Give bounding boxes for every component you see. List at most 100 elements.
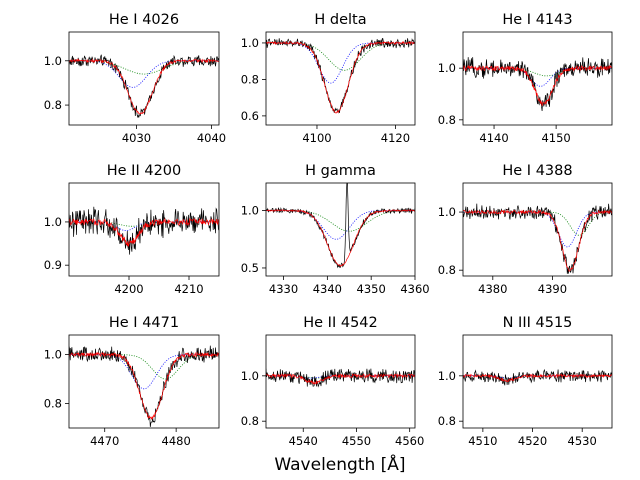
panel-title: He II 4542 xyxy=(303,315,378,331)
plot-frame xyxy=(265,334,416,429)
y-tick-label: 0.8 xyxy=(44,98,62,112)
x-tick-label: 4210 xyxy=(174,282,203,296)
model-spectrum-line xyxy=(69,58,219,115)
y-tick-label: 1.0 xyxy=(438,205,456,219)
plot-frame xyxy=(265,31,416,126)
observed-spectrum-line xyxy=(266,183,415,269)
panel-1: H delta 4100 4120 0.6 0.8 1.0 xyxy=(241,12,416,145)
x-tick-label: 4340 xyxy=(313,282,342,296)
y-tick-label: 1.0 xyxy=(44,215,62,229)
component-1-line xyxy=(69,60,219,88)
component-1-line xyxy=(69,354,219,390)
x-tick-label: 4030 xyxy=(122,131,151,145)
x-tick-label: 4140 xyxy=(479,131,508,145)
panel-title: He I 4388 xyxy=(502,163,572,179)
y-tick-label: 1.0 xyxy=(241,36,259,50)
component-1-line xyxy=(266,210,415,240)
model-spectrum-line xyxy=(69,351,219,421)
x-tick-label: 4150 xyxy=(541,131,570,145)
spectra xyxy=(69,54,219,119)
x-tick-label: 4520 xyxy=(518,434,547,448)
y-tick-label: 0.9 xyxy=(44,258,62,272)
panel-title: H gamma xyxy=(305,163,376,179)
y-tick-label: 1.0 xyxy=(438,61,456,75)
panel-title: H delta xyxy=(314,12,366,28)
component-2-line xyxy=(463,211,612,236)
spectra xyxy=(266,38,415,114)
y-tick-label: 0.8 xyxy=(241,414,259,428)
x-tick-label: 4530 xyxy=(568,434,597,448)
panel-4: H gamma 4330 4340 4350 4360 0.5 1.0 xyxy=(241,163,430,296)
spectra xyxy=(266,183,415,269)
panel-6: He I 4471 4470 4480 0.8 1.0 xyxy=(44,315,220,448)
x-tick-label: 4470 xyxy=(90,434,119,448)
spectra xyxy=(69,206,219,255)
model-spectrum-line xyxy=(463,64,612,106)
x-tick-label: 4100 xyxy=(302,131,331,145)
model-spectrum-line xyxy=(463,373,612,383)
panel-8: N III 4515 4510 4520 4530 0.8 1.0 xyxy=(438,315,613,448)
observed-spectrum-line xyxy=(266,368,415,388)
panel-title: He I 4026 xyxy=(109,12,179,28)
model-spectrum-line xyxy=(266,40,415,114)
x-tick-label: 4380 xyxy=(478,282,507,296)
x-tick-label: 4040 xyxy=(197,131,226,145)
y-tick-label: 0.6 xyxy=(241,109,259,123)
panel-title: He II 4200 xyxy=(107,163,182,179)
panel-5: He I 4388 4380 4390 0.8 1.0 xyxy=(438,163,613,296)
plot-frame xyxy=(462,334,613,429)
x-tick-label: 4560 xyxy=(395,434,424,448)
x-tick-label: 4390 xyxy=(538,282,567,296)
model-spectrum-line xyxy=(266,209,415,267)
y-tick-label: 0.8 xyxy=(44,397,62,411)
plot-frame xyxy=(265,182,416,277)
y-tick-label: 1.0 xyxy=(241,204,259,218)
spectra xyxy=(463,203,612,274)
panel-title: He I 4471 xyxy=(109,315,179,331)
observed-spectrum-line xyxy=(69,54,219,119)
x-tick-label: 4510 xyxy=(468,434,497,448)
observed-spectrum-line xyxy=(463,57,612,112)
y-tick-label: 0.8 xyxy=(241,72,259,86)
observed-spectrum-line xyxy=(69,206,219,255)
spectra xyxy=(266,368,415,388)
plot-frame xyxy=(68,334,220,429)
x-tick-label: 4350 xyxy=(357,282,386,296)
component-2-line xyxy=(266,210,415,232)
y-tick-label: 1.0 xyxy=(44,348,62,362)
panel-title: He I 4143 xyxy=(502,12,572,28)
model-spectrum-line xyxy=(266,373,415,385)
y-tick-label: 0.8 xyxy=(438,113,456,127)
component-2-line xyxy=(266,42,415,71)
x-tick-label: 4360 xyxy=(400,282,429,296)
x-tick-label: 4550 xyxy=(342,434,371,448)
observed-spectrum-line xyxy=(266,38,415,113)
spectra xyxy=(69,345,219,427)
panel-title: N III 4515 xyxy=(503,315,573,331)
spectra xyxy=(463,57,612,112)
x-tick-label: 4200 xyxy=(114,282,143,296)
x-tick-label: 4540 xyxy=(289,434,318,448)
plot-frame xyxy=(462,182,613,277)
y-tick-label: 0.8 xyxy=(438,414,456,428)
panel-grid: He I 4026 4030 4040 0.8 1.0 H delta 4100 4120 0.… xyxy=(44,12,613,448)
panel-0: He I 4026 4030 4040 0.8 1.0 xyxy=(44,12,226,145)
y-tick-label: 1.0 xyxy=(44,54,62,68)
plot-frame xyxy=(68,31,220,126)
spectra xyxy=(463,368,612,386)
component-2-line xyxy=(463,67,612,77)
plot-frame xyxy=(68,182,220,277)
model-spectrum-line xyxy=(463,209,612,272)
y-tick-label: 0.8 xyxy=(438,263,456,277)
y-tick-label: 1.0 xyxy=(241,369,259,383)
observed-spectrum-line xyxy=(69,345,219,427)
plot-frame xyxy=(462,31,613,126)
y-tick-label: 1.0 xyxy=(438,369,456,383)
x-axis-label: Wavelength [Å] xyxy=(274,453,405,475)
panel-7: He II 4542 4540 4550 4560 0.8 1.0 xyxy=(241,315,425,448)
x-tick-label: 4480 xyxy=(162,434,191,448)
y-tick-label: 0.5 xyxy=(241,261,259,275)
component-2-line xyxy=(69,60,219,75)
observed-spectrum-line xyxy=(463,203,612,274)
